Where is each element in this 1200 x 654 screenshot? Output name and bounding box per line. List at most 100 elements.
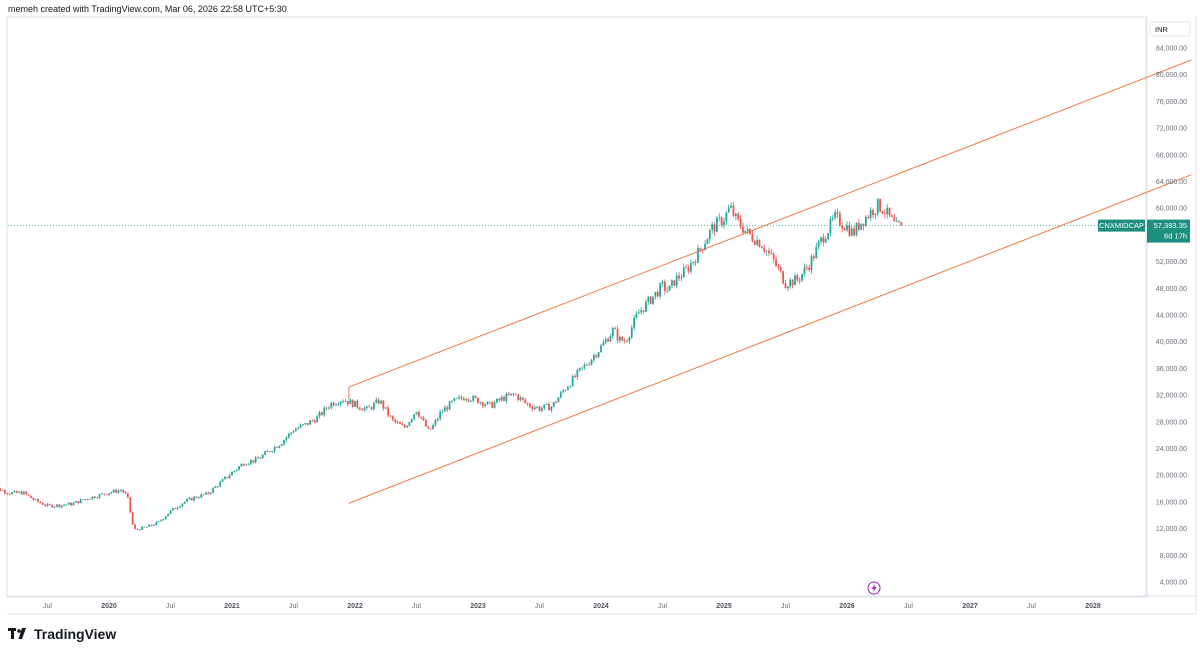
candle-body (290, 432, 293, 434)
candle-body (224, 476, 226, 480)
candle-body (716, 217, 718, 232)
candle-body (108, 493, 110, 495)
candle-body (285, 437, 288, 441)
candle-body (713, 224, 716, 232)
candle-body (531, 406, 534, 409)
candle-body (332, 402, 335, 406)
tradingview-logo[interactable]: TradingView (8, 626, 116, 642)
candle-body (559, 392, 562, 398)
symbol-badge (1098, 219, 1145, 232)
candle-body (687, 267, 690, 272)
candle-body (276, 446, 278, 448)
candle-body (645, 301, 647, 312)
candle-body (193, 496, 196, 501)
time-tick-year: 2020 (101, 603, 117, 610)
price-tick-label: 52,000.00 (1156, 259, 1187, 266)
candle-body (84, 499, 87, 500)
candle-body (74, 501, 77, 503)
candle-body (900, 222, 903, 226)
candle-body (415, 412, 418, 415)
candle-body (179, 506, 181, 508)
candle-body (843, 228, 846, 231)
candle-body (403, 424, 406, 428)
candle-body (779, 267, 782, 272)
candle-body (803, 267, 806, 275)
time-tick-month: Jul (781, 603, 790, 610)
candle-body (384, 407, 387, 409)
candle-body (141, 526, 144, 530)
candle-body (484, 404, 486, 407)
lightning-icon (867, 581, 881, 595)
candle-body (768, 250, 770, 254)
candle-body (65, 504, 68, 506)
candle-body (287, 433, 290, 438)
candle-body (214, 486, 217, 488)
candle-body (373, 402, 375, 410)
candle-body (543, 404, 546, 409)
candle-body (235, 469, 238, 471)
candle-body (614, 328, 617, 330)
candle-body (422, 418, 425, 421)
candle-body (654, 291, 657, 297)
time-tick-year: 2021 (224, 603, 240, 610)
candle-body (888, 207, 891, 216)
candle-body (739, 218, 742, 227)
candle-body (8, 493, 11, 495)
candle-body (242, 464, 245, 466)
price-tick-label: 20,000.00 (1156, 473, 1187, 480)
candle-body (299, 424, 302, 428)
candle-body (872, 209, 874, 216)
candle-body (581, 367, 583, 369)
candle-body (183, 501, 186, 504)
candle-body (661, 281, 664, 284)
candle-body (711, 224, 714, 230)
candle-body (233, 470, 236, 472)
candle-body (25, 491, 28, 495)
candle-body (4, 490, 6, 494)
candle-body (356, 400, 359, 408)
candle-body (451, 400, 453, 402)
candle-body (60, 505, 63, 508)
candle-body (557, 397, 560, 403)
candle-body (493, 402, 496, 408)
candle-body (417, 412, 420, 417)
candle-body (441, 411, 444, 413)
candle-body (387, 407, 390, 416)
candle-body (893, 217, 896, 222)
time-tick-month: Jul (43, 603, 52, 610)
candle-body (756, 239, 759, 245)
candle-body (93, 496, 96, 498)
candles (0, 198, 903, 531)
last-price-badge (1147, 219, 1190, 243)
candle-body (134, 524, 136, 529)
candle-body (730, 205, 732, 208)
candle-body (552, 402, 555, 407)
candle-body (325, 407, 328, 409)
candle-body (174, 508, 177, 509)
candle-body (678, 275, 680, 279)
candle-body (491, 402, 494, 408)
candle-body (548, 403, 550, 411)
candle-body (455, 398, 458, 399)
candle-body (886, 207, 889, 215)
candle-body (429, 428, 432, 430)
candle-body (363, 408, 366, 411)
candle-body (164, 516, 167, 520)
candle-body (673, 280, 676, 286)
candle-body (479, 402, 482, 404)
time-tick-month: Jul (289, 603, 298, 610)
candle-body (138, 529, 141, 531)
candle-body (51, 504, 54, 508)
candle-body (784, 283, 787, 289)
candle-body (727, 207, 730, 213)
candle-body (732, 205, 735, 216)
candle-body (458, 396, 460, 399)
candle-body (540, 408, 543, 411)
candle-body (666, 290, 669, 292)
candle-body (708, 229, 711, 240)
candle-body (583, 364, 586, 368)
candle-body (607, 339, 609, 342)
candle-body (122, 490, 125, 493)
candle-body (396, 422, 399, 423)
